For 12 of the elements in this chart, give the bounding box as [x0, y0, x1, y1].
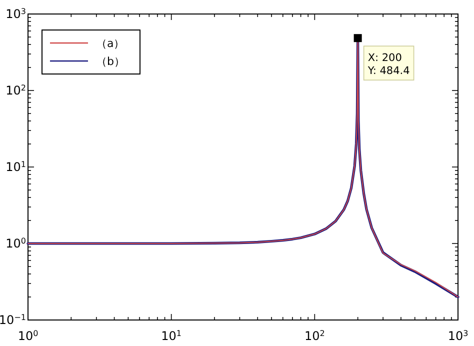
y-tick-label: 10$^{2}$: [6, 83, 26, 98]
y-tick-label: 10$^{1}$: [6, 160, 26, 174]
x-tick-label: 10$^{3}$: [448, 328, 468, 343]
legend-label: （b）: [96, 55, 125, 68]
y-tick-label: 10$^{3}$: [6, 6, 26, 21]
x-tick-label: 10$^{1}$: [161, 328, 182, 343]
y-tick-label: 10$^{0}$: [6, 236, 26, 250]
legend-label: （a）: [96, 37, 125, 50]
y-tick-label: 10$^{−1}$: [0, 312, 26, 327]
annotation: X: 200 Y: 484.4: [366, 52, 410, 78]
x-tick-label: 10$^{0}$: [18, 328, 38, 343]
x-tick-label: 10$^{2}$: [304, 328, 325, 343]
